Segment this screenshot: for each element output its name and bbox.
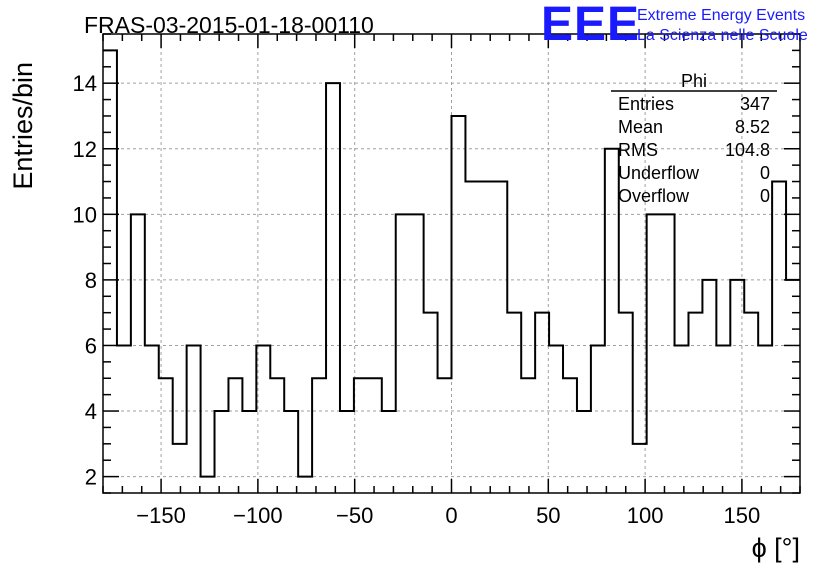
histogram-bin [507,313,521,493]
histogram-bin [465,182,479,493]
y-tick-label: 12 [73,137,97,162]
histogram-bin [145,345,159,493]
histogram-bin [493,182,507,493]
stats-value: 104.8 [725,140,770,160]
logo-text: EEE [541,0,640,51]
histogram-bin [424,313,438,493]
histogram-bin [284,411,298,493]
histogram-bin [647,214,661,493]
x-tick-label: 100 [627,503,664,528]
histogram-bin [438,378,452,493]
histogram-bin [340,411,354,493]
histogram-bin [228,378,242,493]
histogram-bin [201,477,215,493]
x-tick-label: 0 [445,503,457,528]
histogram-bin [270,378,284,493]
histogram-bin [452,116,466,493]
histogram-bin [619,313,633,493]
histogram-bin [410,214,424,493]
y-axis-label: Entries/bin [8,62,38,190]
stats-label: Overflow [618,186,690,206]
stats-value: 8.52 [735,117,770,137]
histogram-bin [396,214,410,493]
histogram-bin [716,345,730,493]
x-tick-label: 50 [536,503,560,528]
histogram-bin [131,214,145,493]
histogram-bin [605,149,619,493]
histogram-bin [591,345,605,493]
histogram-bin [368,378,382,493]
stats-label: RMS [618,140,658,160]
x-tick-label: −50 [336,503,373,528]
histogram-bin [173,444,187,493]
run-title: FRAS-03-2015-01-18-00110 [84,12,374,38]
histogram-bin [298,477,312,493]
histogram-bin [312,378,326,493]
x-axis-label: ϕ [°] [752,533,800,563]
y-tick-label: 14 [73,71,97,96]
histogram-bin [577,411,591,493]
stats-rows: Entries 347 Mean 8.52 RMS 104.8 Underflow 0 Over… [618,94,770,206]
histogram-bin [535,313,549,493]
x-tick-label: −100 [233,503,283,528]
stats-value: 0 [760,186,770,206]
histogram-bin [772,182,786,493]
stats-label: Entries [618,94,674,114]
stats-box: Phi Entries 347 Mean 8.52 RMS 104.8 Underflow 0… [611,71,777,206]
histogram-bin [159,378,173,493]
y-tick-label: 6 [85,333,97,358]
y-tick-label: 4 [85,399,97,424]
histogram-bin [675,345,689,493]
histogram-bin [633,444,647,493]
stats-title: Phi [681,71,707,91]
histogram-bin [661,214,675,493]
histogram-bin [326,83,340,493]
histogram-bin [187,345,201,493]
y-tick-label: 8 [85,268,97,293]
histogram-bin [354,378,368,493]
histogram-bin [563,378,577,493]
histogram-bin [786,280,800,493]
histogram-bin [256,345,270,493]
histogram-bin [215,411,229,493]
histogram-bin [758,345,772,493]
logo-line-2: La Scienza nelle Scuole [637,27,808,44]
histogram-bin [117,345,131,493]
histogram-bin [521,378,535,493]
histogram-bin [479,182,493,493]
x-tick-label: 150 [724,503,761,528]
plot-frame [102,33,801,494]
histogram-outline [103,49,800,478]
histogram-bin [702,280,716,493]
histogram-bin [730,280,744,493]
stats-label: Mean [618,117,663,137]
stats-label: Underflow [618,163,700,183]
tick-labels: −150 −100 −50 0 50 100 150 2 4 6 8 10 12 14 [73,71,761,528]
x-tick-label: −150 [136,503,186,528]
histogram-bin [382,411,396,493]
histogram-bin [103,50,117,493]
stats-value: 347 [740,94,770,114]
y-tick-label: 10 [73,202,97,227]
histogram-bin [688,313,702,493]
stats-value: 0 [760,163,770,183]
eee-logo: EEE Extreme Energy Events La Scienza nel… [541,0,808,51]
y-tick-label: 2 [85,465,97,490]
histogram-bin [549,345,563,493]
logo-line-1: Extreme Energy Events [637,7,805,24]
histogram-bin [242,411,256,493]
histogram-bin [744,313,758,493]
